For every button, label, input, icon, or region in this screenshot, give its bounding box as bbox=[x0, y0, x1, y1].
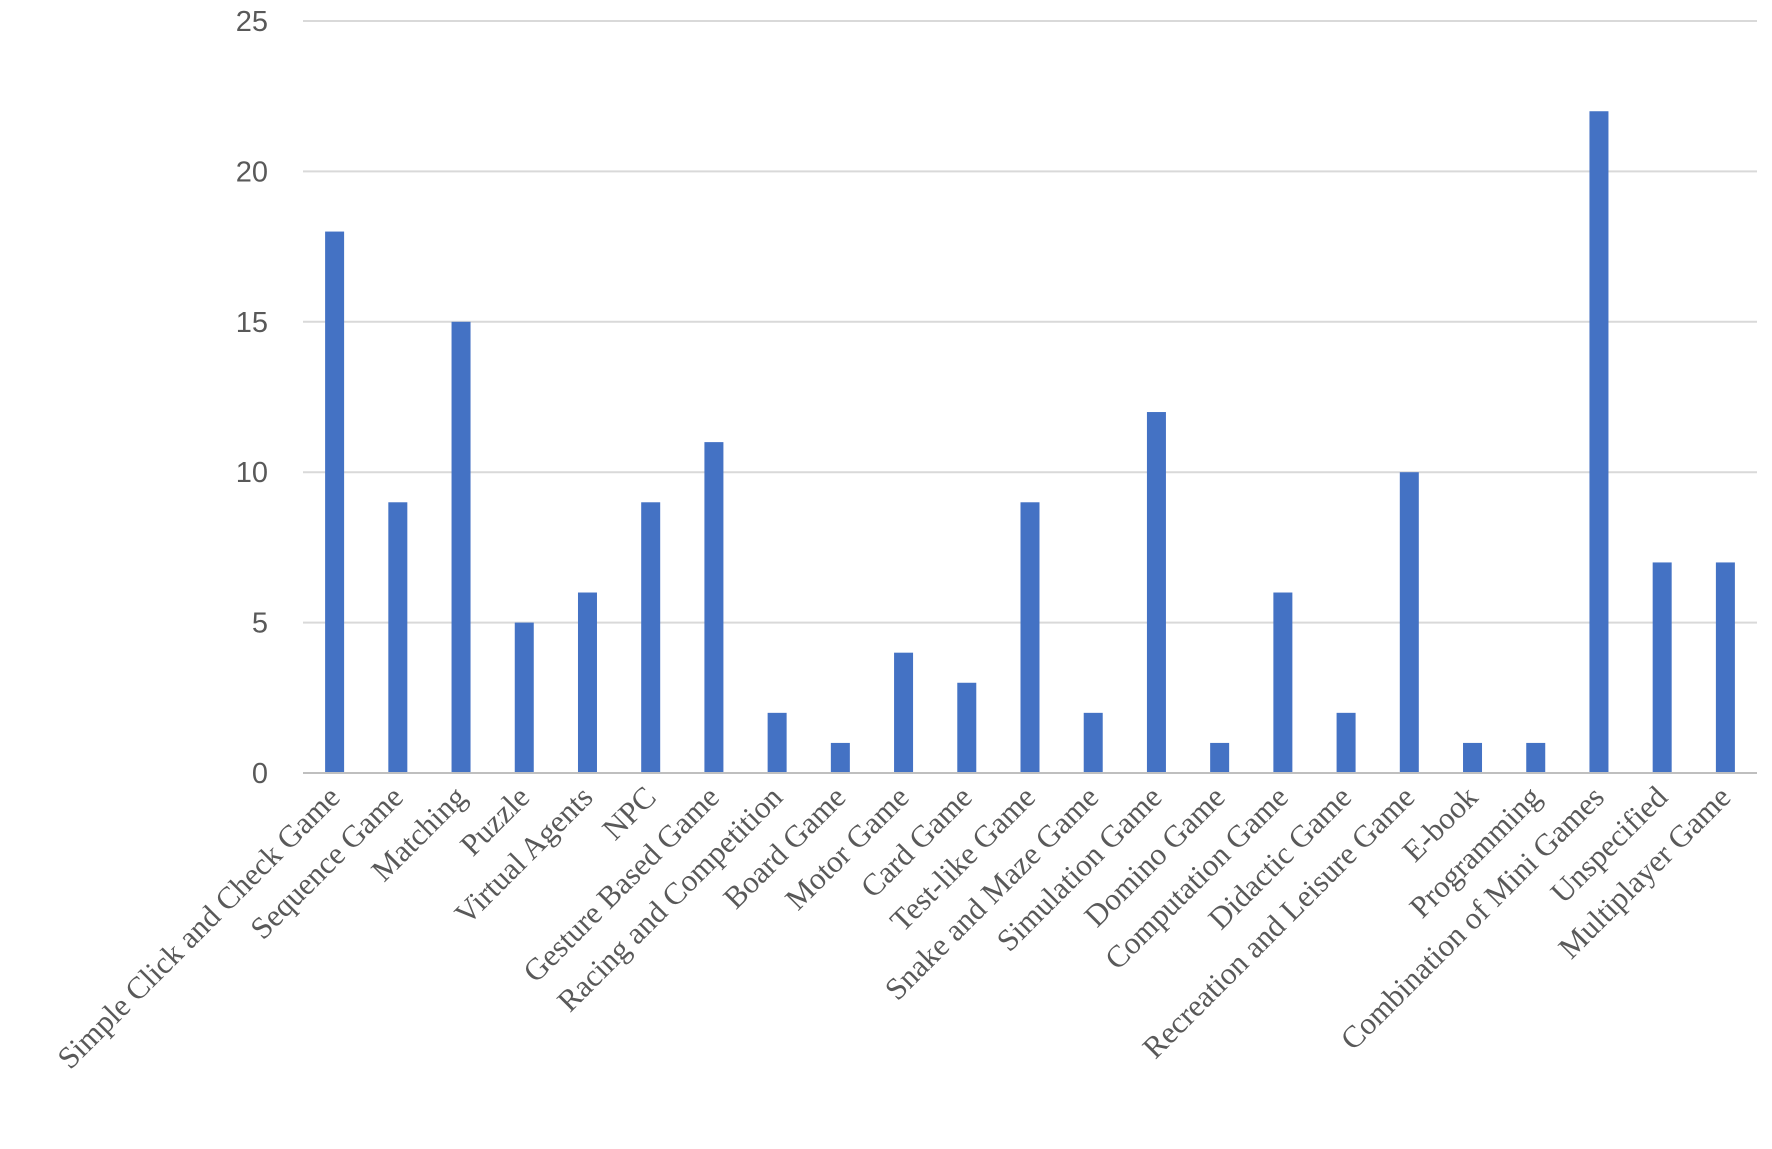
y-tick-label: 25 bbox=[236, 6, 268, 38]
y-tick-label: 5 bbox=[252, 608, 268, 640]
bar bbox=[1210, 742, 1230, 773]
bar bbox=[1463, 742, 1483, 773]
bar bbox=[1652, 562, 1672, 773]
y-axis-ticks: 0 5 10 15 20 25 bbox=[236, 6, 268, 790]
bar bbox=[767, 712, 787, 773]
bar bbox=[1336, 712, 1356, 773]
bars bbox=[325, 111, 1735, 774]
y-tick-label: 0 bbox=[252, 758, 268, 790]
bar bbox=[1589, 111, 1609, 774]
bar bbox=[641, 502, 661, 773]
bar bbox=[1526, 742, 1546, 773]
bar bbox=[957, 682, 977, 773]
bar bbox=[577, 592, 597, 773]
bar bbox=[1715, 562, 1735, 773]
x-tick-label: Simple Click and Check Game bbox=[50, 779, 346, 1075]
bar bbox=[388, 502, 408, 773]
y-tick-label: 20 bbox=[236, 156, 268, 188]
gridlines bbox=[303, 20, 1757, 624]
bar bbox=[1399, 472, 1419, 773]
bar bbox=[830, 742, 850, 773]
y-tick-label: 10 bbox=[236, 457, 268, 489]
bar bbox=[1020, 502, 1040, 773]
bar bbox=[325, 231, 345, 773]
bar bbox=[514, 622, 534, 773]
bar bbox=[894, 652, 914, 773]
bar bbox=[451, 321, 471, 773]
bar bbox=[1146, 412, 1166, 773]
bar bbox=[704, 442, 724, 773]
y-tick-label: 15 bbox=[236, 307, 268, 339]
bar bbox=[1273, 592, 1293, 773]
bar bbox=[1083, 712, 1103, 773]
